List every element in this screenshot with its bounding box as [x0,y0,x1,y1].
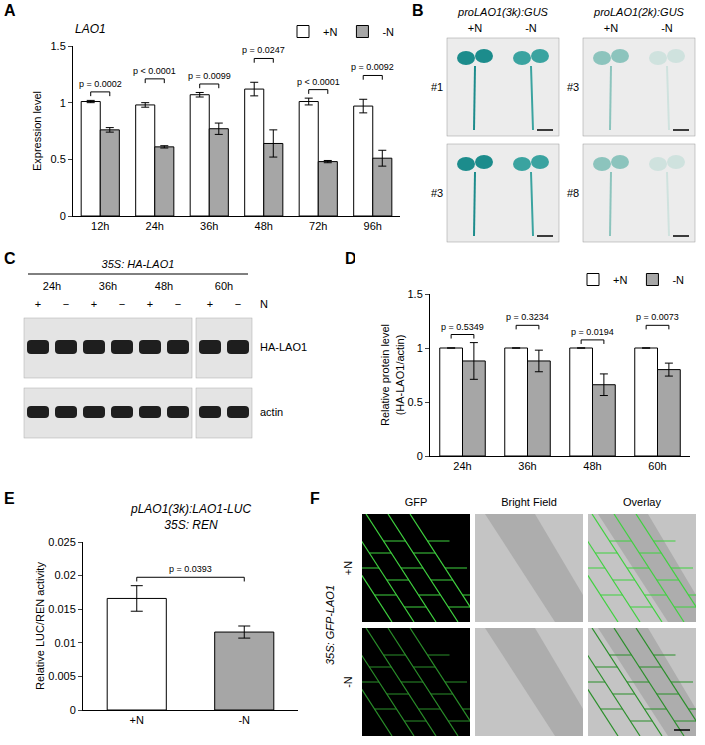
svg-text:−: − [63,298,69,310]
svg-text:48h: 48h [155,280,173,292]
svg-text:-N: -N [342,676,354,688]
svg-text:Expression level: Expression level [31,91,43,171]
html-text:A: A [4,2,16,19]
svg-text:36h: 36h [518,460,536,472]
svg-text:-N: -N [661,22,673,34]
svg-text:0.015: 0.015 [48,603,76,615]
svg-text:pLAO1(3k):LAO1-LUC35S: REN: pLAO1(3k):LAO1-LUC35S: REN [130,502,251,532]
svg-text:−: − [119,298,125,310]
svg-text:1.5: 1.5 [51,40,66,52]
svg-text:−: − [175,298,181,310]
svg-text:1: 1 [60,97,66,109]
svg-text:48h: 48h [583,460,601,472]
svg-text:p = 0.0194: p = 0.0194 [571,327,614,337]
svg-text:p = 0.0247: p = 0.0247 [242,45,285,55]
svg-text:#3: #3 [567,81,579,93]
svg-text:+N: +N [323,26,337,38]
svg-text:-N: -N [525,22,537,34]
html-text:F: F [310,490,320,507]
svg-text:p < 0.0001: p < 0.0001 [133,66,176,76]
html-text:D: D [345,250,357,267]
svg-text:proLAO1(2k):GUS: proLAO1(2k):GUS [593,6,685,18]
svg-text:48h: 48h [255,220,273,232]
svg-text:24h: 24h [453,460,471,472]
svg-text:+N: +N [604,22,618,34]
svg-text:96h: 96h [364,220,382,232]
svg-text:-N: -N [238,714,250,726]
svg-text:+: + [35,298,41,310]
svg-text:24h: 24h [146,220,164,232]
svg-text:Relative LUC/REN activity: Relative LUC/REN activity [34,562,46,690]
svg-text:p = 0.0002: p = 0.0002 [79,79,122,89]
html-text:B: B [412,2,424,19]
svg-text:Relative protein level(HA-LAO1: Relative protein level(HA-LAO1/actin) [379,324,405,426]
svg-text:p < 0.0001: p < 0.0001 [297,77,340,87]
svg-text:+N: +N [468,22,482,34]
svg-text:Bright Field: Bright Field [501,496,557,508]
svg-text:0.005: 0.005 [48,670,76,682]
svg-text:36h: 36h [99,280,117,292]
svg-text:1.5: 1.5 [408,288,423,300]
svg-text:p = 0.0393: p = 0.0393 [169,564,212,574]
svg-text:60h: 60h [648,460,666,472]
svg-text:GFP: GFP [405,496,428,508]
svg-text:N: N [260,298,268,310]
html-text:C: C [4,250,16,267]
svg-text:p = 0.3234: p = 0.3234 [506,312,549,322]
svg-text:0.5: 0.5 [51,153,66,165]
svg-text:LAO1: LAO1 [75,22,106,36]
svg-text:24h: 24h [43,280,61,292]
svg-text:Overlay: Overlay [623,496,661,508]
svg-text:-N: -N [382,26,394,38]
svg-text:0: 0 [417,450,423,462]
svg-text:p = 0.0073: p = 0.0073 [636,312,679,322]
svg-text:36h: 36h [200,220,218,232]
svg-text:+N: +N [130,714,144,726]
html-text:E: E [4,490,15,507]
svg-text:p = 0.5349: p = 0.5349 [441,322,484,332]
svg-text:-N: -N [672,274,684,286]
svg-text:0: 0 [60,210,66,222]
svg-text:+N: +N [613,274,627,286]
svg-text:0.02: 0.02 [54,569,75,581]
svg-text:35S: HA-LAO1: 35S: HA-LAO1 [102,258,175,270]
svg-text:HA-LAO1: HA-LAO1 [260,341,307,353]
svg-text:+: + [147,298,153,310]
svg-text:72h: 72h [309,220,327,232]
svg-text:0.5: 0.5 [408,396,423,408]
svg-text:60h: 60h [215,280,233,292]
svg-text:proLAO1(3k):GUS: proLAO1(3k):GUS [457,6,549,18]
svg-text:actin: actin [260,406,283,418]
svg-text:0.01: 0.01 [54,637,75,649]
svg-text:12h: 12h [91,220,109,232]
svg-text:+: + [207,298,213,310]
svg-text:#3: #3 [431,187,443,199]
svg-text:0.025: 0.025 [48,536,76,548]
svg-text:#8: #8 [567,187,579,199]
svg-text:35S: GFP-LAO1: 35S: GFP-LAO1 [324,585,336,665]
svg-text:0: 0 [70,704,76,716]
svg-text:#1: #1 [431,81,443,93]
svg-text:+N: +N [342,561,354,575]
svg-text:+: + [91,298,97,310]
svg-text:1: 1 [417,342,423,354]
svg-text:−: − [235,298,241,310]
svg-text:p = 0.0092: p = 0.0092 [351,62,394,72]
svg-text:p = 0.0099: p = 0.0099 [188,71,231,81]
